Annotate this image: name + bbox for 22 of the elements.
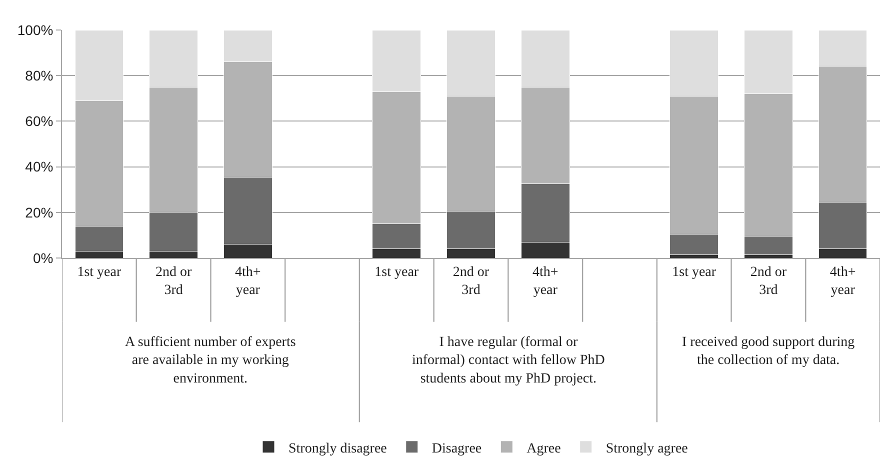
text: A sufficient number of experts are available in my working environment.: [125, 335, 296, 386]
y-tick-label: 0%: [32, 250, 54, 266]
legend-label: Strongly disagree: [288, 441, 387, 456]
x-tick-label: 1st year: [374, 264, 419, 280]
legend-label: Strongly agree: [606, 441, 688, 456]
y-tick-label: 20%: [25, 204, 54, 220]
y-tick-label: 60%: [25, 113, 54, 130]
x-tick-label: 1st year: [77, 264, 122, 280]
legend-label: Agree: [526, 441, 561, 456]
x-tick-label: 4th+ year: [235, 264, 261, 298]
x-tick-label: 2nd or 3rd: [155, 264, 192, 298]
y-tick-label: 80%: [25, 68, 54, 84]
x-tick-label: 4th+ year: [532, 264, 558, 298]
text: I have regular (formal or informal) contact with fellow PhD students about my PhD project.: [412, 335, 605, 386]
x-tick-label: 1st year: [672, 264, 716, 280]
y-tick-label: 40%: [25, 158, 54, 175]
y-tick-label: 100%: [17, 22, 54, 38]
x-tick-label: 2nd or 3rd: [452, 264, 490, 298]
x-tick-label: 4th+ year: [830, 264, 856, 298]
legend-label: Disagree: [432, 441, 482, 456]
x-tick-label: 2nd or 3rd: [750, 264, 787, 298]
text: I received good support during the collection of my data.: [682, 335, 855, 368]
